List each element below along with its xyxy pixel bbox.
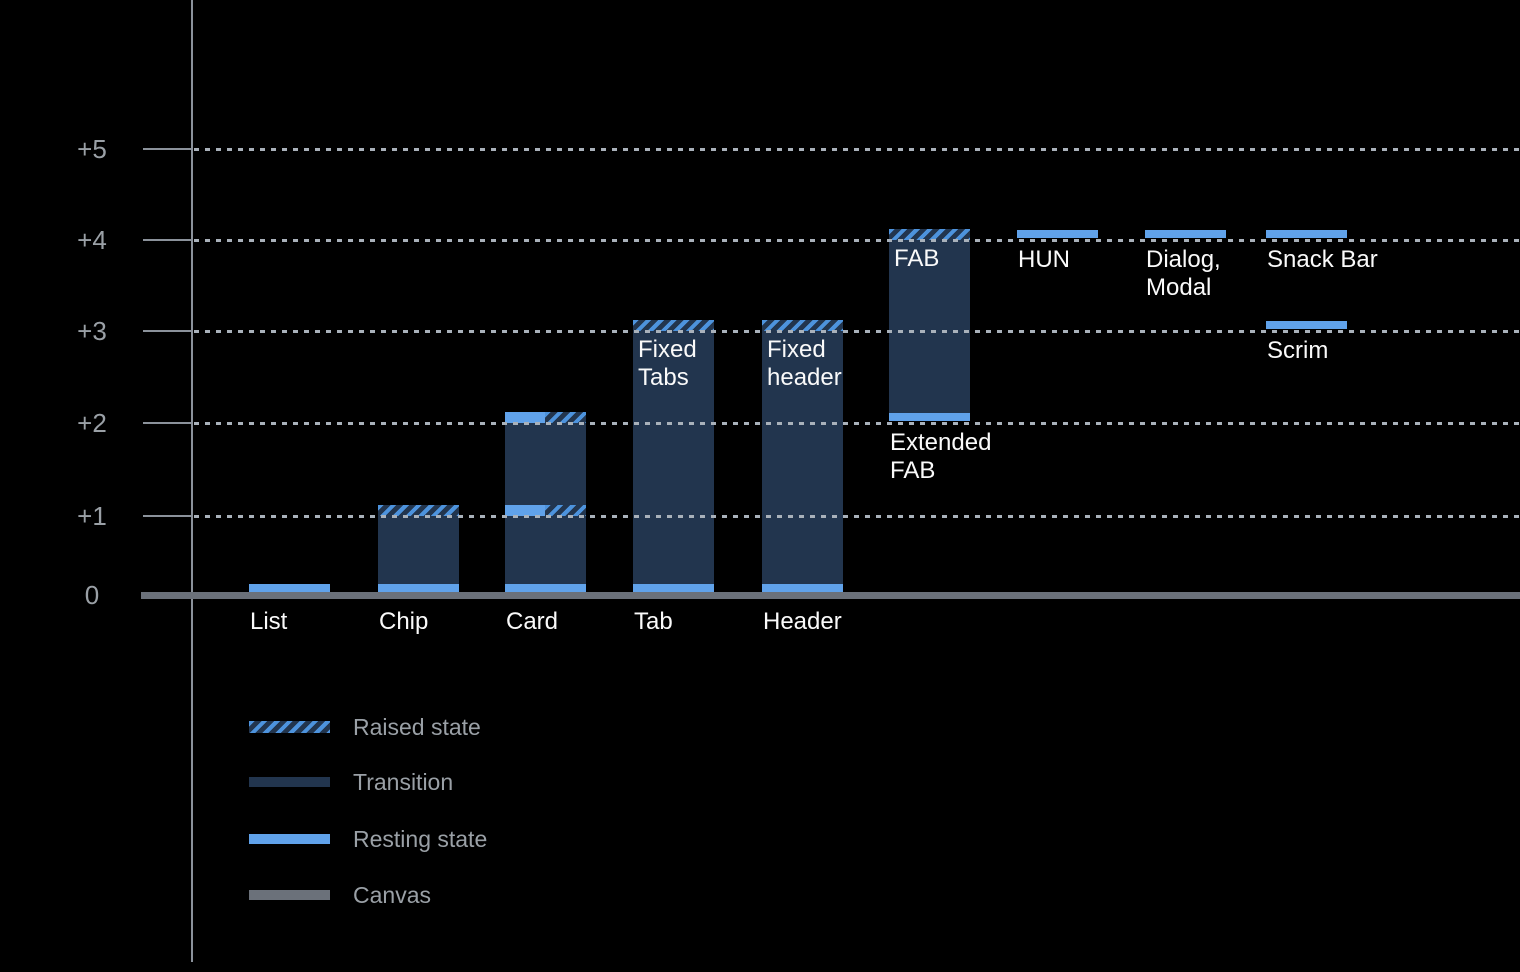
legend-label: Transition xyxy=(353,769,454,795)
canvas-baseline xyxy=(141,592,1520,599)
bar-segment-raised xyxy=(762,320,843,331)
chart-column: HUN xyxy=(1017,0,1098,972)
y-tick-label: +1 xyxy=(77,501,107,531)
y-axis-line xyxy=(191,0,193,962)
legend-label: Resting state xyxy=(353,826,488,852)
gridline xyxy=(194,330,1520,333)
bar-label: Dialog, Modal xyxy=(1146,246,1221,302)
chart-column: Card xyxy=(505,0,586,972)
bar-label: Extended FAB xyxy=(890,429,991,485)
chart-column: Fixed Tabs Tab xyxy=(633,0,714,972)
legend-swatch-raised xyxy=(249,721,330,733)
bar-segment-resting xyxy=(249,584,330,592)
chart-column: Snack Bar Scrim xyxy=(1266,0,1378,972)
bar-segment-raised xyxy=(545,412,586,423)
legend-swatch-resting xyxy=(249,834,330,844)
bar-segment-raised xyxy=(545,505,586,516)
bar-label: Scrim xyxy=(1267,337,1328,365)
y-tick-mark xyxy=(143,422,192,424)
legend-label: Raised state xyxy=(353,714,481,740)
bar-label: Tab xyxy=(634,608,673,636)
bar-segment-resting xyxy=(1017,230,1098,238)
bar-label-line: Scrim xyxy=(1267,337,1329,364)
y-tick-mark xyxy=(143,148,192,150)
bar-label-line: Header xyxy=(763,608,842,635)
bar-inner-label: Fixed Tabs xyxy=(638,336,697,392)
bar-segment-transition xyxy=(378,516,459,592)
chart-column: Chip xyxy=(378,0,459,972)
bar-label-line: Dialog, xyxy=(1146,246,1221,273)
bar-label-line: Chip xyxy=(379,608,429,635)
bar-segment-resting xyxy=(505,505,545,516)
chart-column: List xyxy=(249,0,330,972)
gridline xyxy=(194,148,1520,151)
chart-column: Fixed header Header xyxy=(762,0,843,972)
inner-label-line: Fixed xyxy=(638,336,697,363)
y-tick-mark xyxy=(143,239,192,241)
y-tick-label: +4 xyxy=(77,225,107,255)
legend-swatch-transition xyxy=(249,777,330,787)
bar-label: Chip xyxy=(379,608,428,636)
bar-segment-resting xyxy=(1266,321,1347,329)
bar-segment-resting xyxy=(1145,230,1226,238)
bar-segment-resting xyxy=(889,413,970,421)
y-tick-mark xyxy=(143,330,192,332)
gridline xyxy=(194,239,1520,242)
bar-label: List xyxy=(250,608,287,636)
bar-label-line: Modal xyxy=(1146,274,1212,301)
bar-segment-raised xyxy=(889,229,970,240)
bar-label: HUN xyxy=(1018,246,1070,274)
legend-swatch-canvas xyxy=(249,890,330,900)
bar-label-line: Card xyxy=(506,608,559,635)
y-tick-label: 0 xyxy=(84,580,100,610)
bar-segment-resting xyxy=(633,584,714,592)
chart-column: Dialog, Modal xyxy=(1145,0,1226,972)
inner-label-line: header xyxy=(767,364,842,391)
y-tick-label: +5 xyxy=(77,134,107,164)
gridline xyxy=(194,422,1520,425)
y-tick-label: +2 xyxy=(77,408,107,438)
bar-label: Header xyxy=(763,608,842,636)
legend-label: Canvas xyxy=(353,882,431,908)
bar-inner-label: Fixed header xyxy=(767,336,842,392)
bar-segment-raised xyxy=(633,320,714,331)
bar-label-line: Snack Bar xyxy=(1267,246,1378,273)
y-tick-mark xyxy=(143,515,192,517)
bar-label: Snack Bar xyxy=(1267,246,1378,274)
bar-segment-transition xyxy=(633,331,714,592)
bar-label: Card xyxy=(506,608,558,636)
bar-segment-raised xyxy=(378,505,459,516)
inner-label-line: FAB xyxy=(894,245,940,272)
bar-segment-resting xyxy=(505,412,545,423)
bar-segment-resting xyxy=(505,584,586,592)
gridline xyxy=(194,515,1520,518)
bar-segment-transition xyxy=(762,331,843,592)
inner-label-line: Fixed xyxy=(767,336,826,363)
bar-label-line: HUN xyxy=(1018,246,1070,273)
bar-label-line: List xyxy=(250,608,288,635)
chart-column: FAB Extended FAB xyxy=(889,0,991,972)
bar-segment-resting xyxy=(378,584,459,592)
bar-segment-resting xyxy=(762,584,843,592)
bar-label-line: FAB xyxy=(890,457,936,484)
y-tick-label: +3 xyxy=(77,316,107,346)
inner-label-line: Tabs xyxy=(638,364,689,391)
bar-label-line: Tab xyxy=(634,608,673,635)
bar-segment-resting xyxy=(1266,230,1347,238)
bar-label-line: Extended xyxy=(890,429,992,456)
bar-inner-label: FAB xyxy=(894,245,939,273)
